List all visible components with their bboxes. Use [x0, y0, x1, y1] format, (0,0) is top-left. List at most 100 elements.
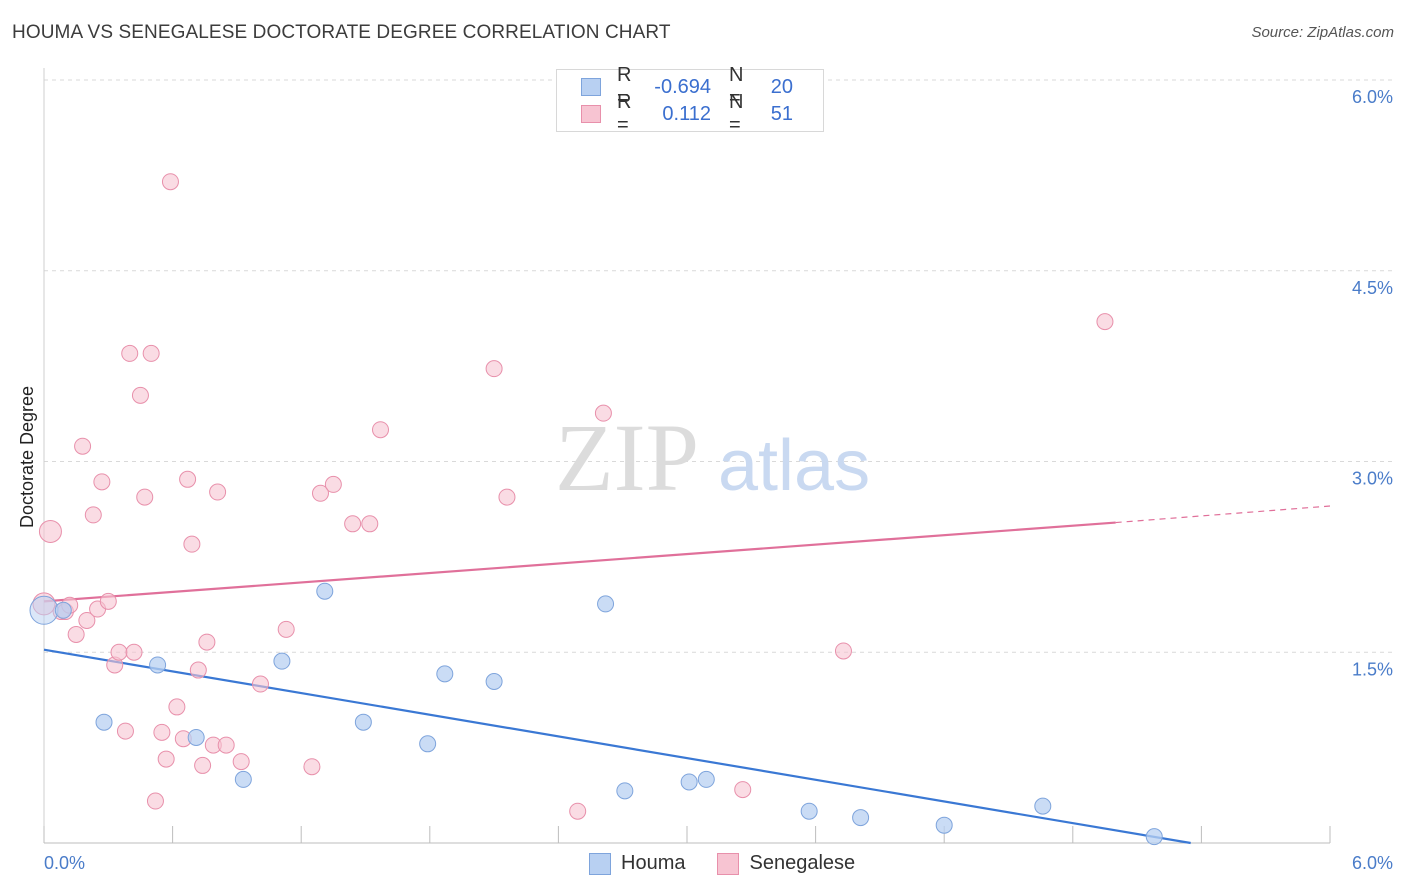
watermark-atlas: atlas — [718, 426, 870, 506]
senegalese-point — [99, 592, 117, 610]
senegalese-point — [168, 698, 186, 716]
legend-row-senegalese: R = 0.112 N = 51 — [581, 91, 793, 136]
houma-point — [54, 601, 72, 619]
watermark-zip: ZIP — [555, 404, 699, 511]
legend-r-label: R = — [617, 91, 632, 136]
senegalese-point — [311, 484, 329, 502]
senegalese-point — [38, 519, 62, 543]
houma-point — [1145, 828, 1163, 846]
senegalese-point — [734, 781, 752, 799]
senegalese-point — [209, 483, 227, 501]
senegalese-point — [131, 386, 149, 404]
houma-point — [234, 770, 252, 788]
x-tick-label: 0.0% — [44, 853, 85, 873]
houma-point — [29, 595, 59, 625]
senegalese-point — [194, 756, 212, 774]
senegalese-point — [485, 360, 503, 378]
senegalese-point — [110, 643, 128, 661]
senegalese-point — [67, 625, 85, 643]
senegalese-point — [179, 470, 197, 488]
bottom-legend-senegalese: Senegalese — [717, 852, 855, 875]
senegalese-point — [153, 723, 171, 741]
senegalese-swatch — [581, 105, 601, 123]
y-tick-label: 1.5% — [1352, 659, 1393, 679]
houma-point — [697, 770, 715, 788]
senegalese-point — [189, 661, 207, 679]
houma-swatch — [589, 852, 611, 875]
senegalese-point — [198, 633, 216, 651]
senegalese-trend-line — [43, 521, 1116, 603]
senegalese-point — [834, 642, 852, 660]
senegalese-point — [361, 515, 379, 533]
houma-point — [680, 773, 698, 791]
senegalese-point — [183, 535, 201, 553]
senegalese-point — [372, 421, 390, 439]
y-tick-label: 3.0% — [1352, 469, 1393, 489]
senegalese-point — [136, 488, 154, 506]
axes — [43, 68, 1331, 844]
watermark: ZIP atlas — [555, 404, 870, 511]
source-label: Source: ZipAtlas.com — [1251, 24, 1394, 41]
houma-point — [95, 713, 113, 731]
senegalese-point — [116, 722, 134, 740]
legend-r-label: R = — [617, 64, 632, 109]
senegalese-point — [78, 611, 96, 629]
senegalese-point — [74, 437, 92, 455]
senegalese-point — [217, 736, 235, 754]
houma-point — [935, 816, 953, 834]
houma-trend-line — [43, 648, 1191, 845]
bottom-legend-senegalese-label: Senegalese — [749, 852, 856, 874]
y-axis-label: Doctorate Degree — [17, 386, 37, 528]
houma-point — [1034, 797, 1052, 815]
senegalese-point — [84, 506, 102, 524]
legend-n-value-senegalese: 51 — [770, 102, 793, 125]
senegalese-point — [232, 753, 250, 771]
houma-point — [316, 582, 334, 600]
senegalese-point — [594, 404, 612, 422]
houma-point — [436, 665, 454, 683]
houma-point — [800, 802, 818, 820]
senegalese-point — [344, 515, 362, 533]
senegalese-point — [303, 758, 321, 776]
legend: R = -0.694 N = 20 R = 0.112 N = 51 — [556, 64, 824, 136]
senegalese-point — [498, 488, 516, 506]
y-tick-label: 4.5% — [1352, 278, 1393, 298]
senegalese-point — [93, 473, 111, 491]
senegalese-point — [146, 792, 164, 810]
houma-point — [616, 782, 634, 800]
houma-point — [597, 595, 615, 613]
houma-swatch — [581, 78, 601, 96]
legend-row-houma: R = -0.694 N = 20 — [581, 64, 793, 109]
senegalese-point — [125, 643, 143, 661]
houma-point — [187, 728, 205, 746]
bottom-legend-houma: Houma — [589, 852, 685, 875]
bottom-legend: Houma Senegalese — [589, 852, 887, 875]
senegalese-trend-extension — [1115, 505, 1331, 524]
senegalese-point — [121, 344, 139, 362]
legend-n-label: N = — [729, 91, 744, 136]
senegalese-point — [142, 344, 160, 362]
legend-r-value-houma: -0.694 — [654, 75, 711, 98]
houma-point — [419, 735, 437, 753]
bottom-legend-houma-label: Houma — [621, 852, 686, 874]
senegalese-point — [1096, 313, 1114, 331]
x-tick-label: 6.0% — [1352, 853, 1393, 873]
tick-labels: 1.5% 3.0% 4.5% 6.0% 0.0% 6.0% — [44, 87, 1393, 873]
houma-point — [852, 809, 870, 827]
legend-n-value-houma: 20 — [770, 75, 793, 98]
grid-lines — [44, 79, 1392, 653]
senegalese-point — [161, 173, 179, 191]
senegalese-point — [251, 675, 269, 693]
legend-n-label: N = — [729, 64, 744, 109]
houma-point — [485, 672, 503, 690]
chart-title: HOUMA VS SENEGALESE DOCTORATE DEGREE COR… — [12, 22, 671, 43]
houma-point — [354, 713, 372, 731]
senegalese-point — [277, 620, 295, 638]
senegalese-point — [324, 475, 342, 493]
trend-lines — [43, 505, 1331, 845]
y-tick-label: 6.0% — [1352, 87, 1393, 107]
legend-r-value-senegalese: 0.112 — [662, 102, 711, 125]
senegalese-swatch — [717, 852, 740, 875]
senegalese-point — [569, 802, 587, 820]
